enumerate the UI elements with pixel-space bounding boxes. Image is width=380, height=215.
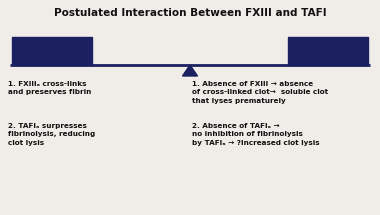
Text: Postulated Interaction Between FXIII and TAFI: Postulated Interaction Between FXIII and… bbox=[54, 8, 326, 18]
Text: Premature
Clot Lysis: Premature Clot Lysis bbox=[302, 41, 354, 61]
Text: 2. Absence of TAFIₐ →
no inhibition of fibrinolysis
by TAFIₐ → ?Increased clot l: 2. Absence of TAFIₐ → no inhibition of f… bbox=[192, 123, 320, 146]
FancyBboxPatch shape bbox=[12, 37, 92, 65]
Text: Presistence
of Clot: Presistence of Clot bbox=[24, 41, 81, 61]
Text: 1. FXIIIₐ cross-links
and preserves fibrin: 1. FXIIIₐ cross-links and preserves fibr… bbox=[8, 81, 91, 95]
FancyBboxPatch shape bbox=[288, 37, 368, 65]
Text: 2. TAFIₐ surpresses
fibrinolysis, reducing
clot lysis: 2. TAFIₐ surpresses fibrinolysis, reduci… bbox=[8, 123, 95, 146]
Text: 1. Absence of FXIII → absence
of cross-linked clot→  soluble clot
that lyses pre: 1. Absence of FXIII → absence of cross-l… bbox=[192, 81, 328, 103]
Polygon shape bbox=[182, 65, 198, 76]
